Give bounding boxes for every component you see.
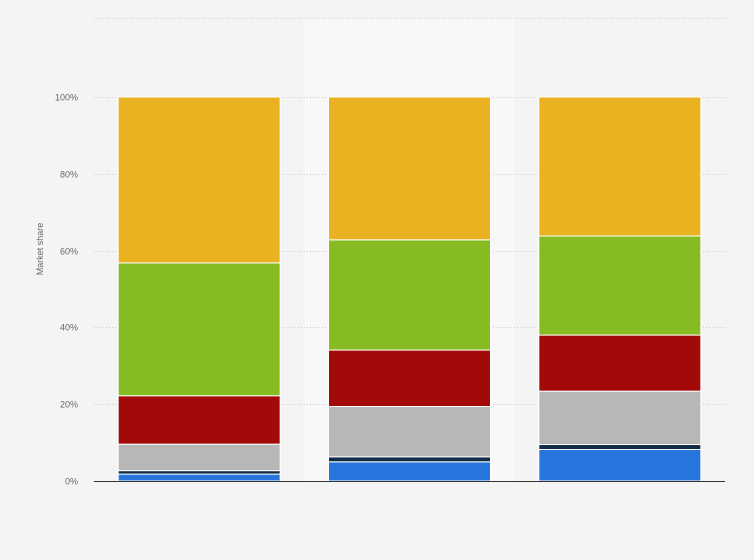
bar-segment-series-0-cat-2[interactable] <box>538 449 702 482</box>
y-tick-label: 100% <box>55 93 78 103</box>
bar-segment-series-1-cat-2[interactable] <box>538 444 702 451</box>
bar-segment-series-0-cat-1[interactable] <box>328 461 491 482</box>
y-axis-label: Market share <box>35 223 45 276</box>
bar-segment-series-4-cat-2[interactable] <box>538 235 702 336</box>
y-tick-label: 20% <box>60 400 78 410</box>
bar-segment-series-5-cat-1[interactable] <box>328 96 491 241</box>
bar-segment-series-2-cat-2[interactable] <box>538 390 702 446</box>
bar-segment-series-3-cat-1[interactable] <box>328 349 491 408</box>
y-tick-label: 60% <box>60 247 78 257</box>
bar-segment-series-5-cat-0[interactable] <box>117 96 281 264</box>
y-tick-label: 0% <box>65 477 78 487</box>
bar-segment-series-5-cat-2[interactable] <box>538 96 702 237</box>
bar-segment-series-3-cat-2[interactable] <box>538 334 702 392</box>
bar-segment-series-2-cat-1[interactable] <box>328 406 491 458</box>
bar-segment-series-3-cat-0[interactable] <box>117 395 281 445</box>
bar-segment-series-1-cat-0[interactable] <box>117 470 281 475</box>
bar-segment-series-4-cat-1[interactable] <box>328 239 491 351</box>
bar-segment-series-4-cat-0[interactable] <box>117 262 281 397</box>
y-tick-label: 80% <box>60 170 78 180</box>
y-tick-label: 40% <box>60 323 78 333</box>
bar-segment-series-1-cat-1[interactable] <box>328 456 491 463</box>
bar-segment-series-0-cat-0[interactable] <box>117 473 281 482</box>
bar-segment-series-2-cat-0[interactable] <box>117 443 281 472</box>
